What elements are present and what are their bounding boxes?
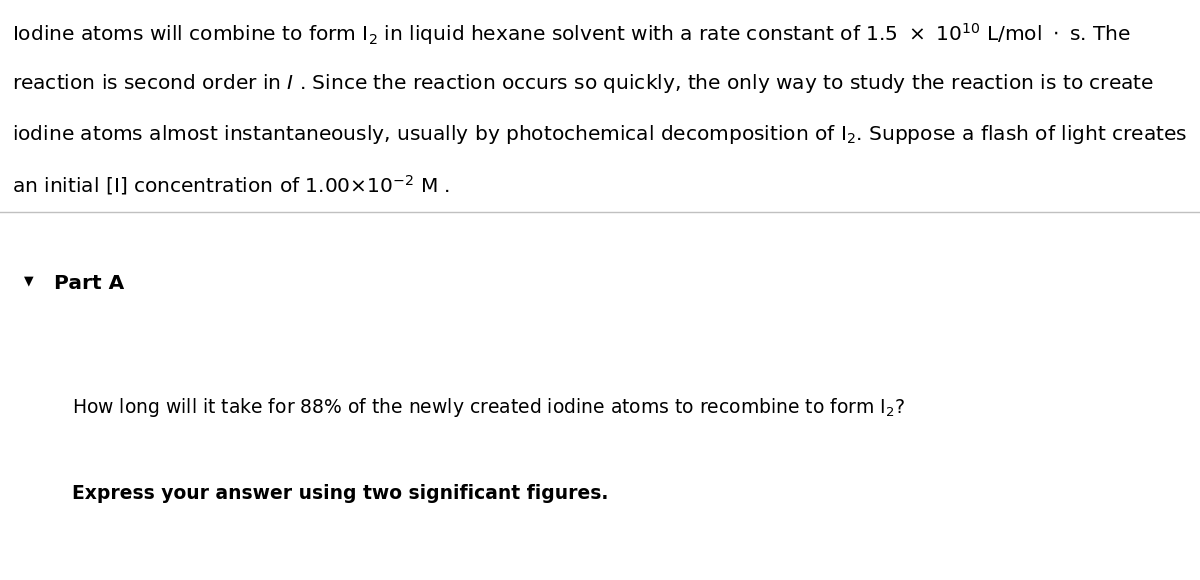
Text: reaction is second order in $\mathit{I}$ . Since the reaction occurs so quickly,: reaction is second order in $\mathit{I}$… xyxy=(12,72,1154,95)
Text: iodine atoms almost instantaneously, usually by photochemical decomposition of $: iodine atoms almost instantaneously, usu… xyxy=(12,123,1187,146)
Text: Iodine atoms will combine to form $\mathregular{I_2}$ in liquid hexane solvent w: Iodine atoms will combine to form $\math… xyxy=(12,21,1130,47)
Text: Express your answer using two significant figures.: Express your answer using two significan… xyxy=(72,484,608,503)
Text: How long will it take for 88% of the newly created iodine atoms to recombine to : How long will it take for 88% of the new… xyxy=(72,396,905,419)
Text: Part A: Part A xyxy=(54,274,125,293)
Text: an initial $[\mathregular{I}]$ concentration of $1.00{\times}10^{-2}\ \mathregul: an initial $[\mathregular{I}]$ concentra… xyxy=(12,173,450,198)
Text: ▼: ▼ xyxy=(24,274,34,287)
